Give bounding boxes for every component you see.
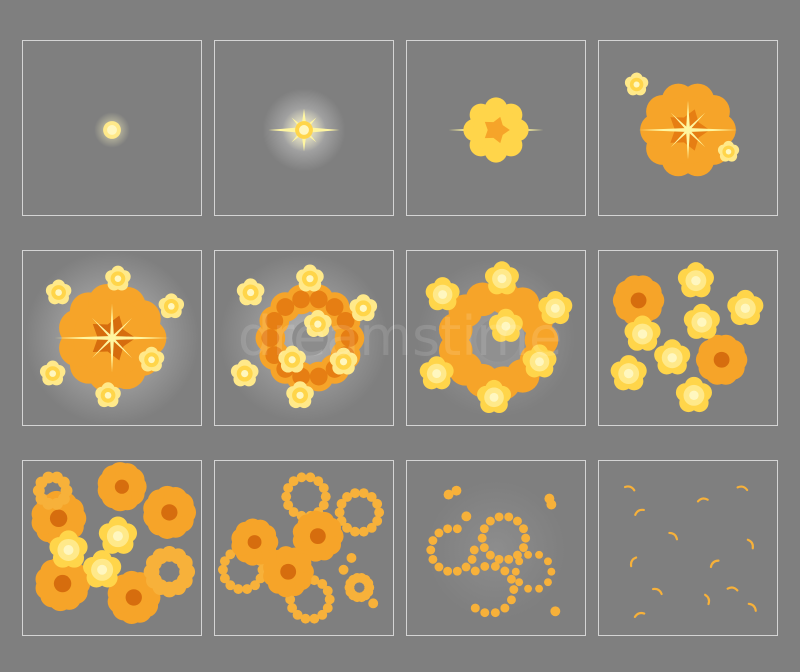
- cloud-puff: [230, 359, 259, 387]
- smoke-ring: [426, 524, 479, 576]
- cloud-puff: [624, 315, 661, 351]
- cloud-puff: [624, 72, 649, 96]
- frame-art-8: [610, 262, 764, 413]
- frame-art-4: [624, 72, 740, 177]
- cloud-puff: [488, 308, 523, 342]
- ember: [736, 485, 749, 492]
- frame-art-11: [426, 480, 566, 620]
- frame-art-12: [623, 485, 757, 619]
- smoke-ring: [511, 550, 556, 593]
- cloud-puff: [727, 289, 764, 326]
- ember: [726, 586, 739, 592]
- smoke-ring: [143, 485, 197, 539]
- cloud-puff: [675, 376, 712, 413]
- fireball: [463, 97, 529, 163]
- cloud-puff: [39, 360, 66, 386]
- smoke-ring: [231, 518, 279, 566]
- frame-6-ring-forming: [214, 250, 394, 426]
- frame-3-burst: [406, 40, 586, 216]
- cloud-puff: [286, 381, 314, 409]
- smoke-ring: [143, 546, 196, 598]
- frame-art-5: [25, 251, 199, 425]
- cloud-puff: [158, 293, 185, 319]
- ember: [668, 531, 679, 541]
- frame-11-thin-rings: [406, 460, 586, 636]
- ember: [704, 593, 711, 606]
- cloud-puff: [522, 344, 557, 378]
- ember: [629, 556, 638, 568]
- glow: [426, 480, 566, 620]
- cloud-puff: [477, 379, 511, 414]
- ember: [651, 587, 663, 596]
- ember: [623, 485, 636, 492]
- frame-2-flash: [214, 40, 394, 216]
- smoke-ring: [470, 561, 519, 618]
- cloud-puff: [278, 345, 306, 373]
- cloud-puff: [610, 355, 647, 391]
- frame-12-embers: [598, 460, 778, 636]
- frame-10-dissipating-rings: [214, 460, 394, 636]
- cloud-puff: [83, 550, 122, 588]
- cloud-puff: [236, 278, 265, 306]
- cloud-puff: [349, 294, 378, 322]
- frame-1-spark: [22, 40, 202, 216]
- cloud-puff: [654, 339, 691, 375]
- ember: [633, 611, 646, 619]
- cloud-puff: [683, 303, 720, 339]
- frame-5-expansion: [22, 250, 202, 426]
- cloud-puff: [95, 382, 121, 408]
- smoke-ring: [107, 570, 161, 624]
- frame-8-cloud-clusters: [598, 250, 778, 426]
- frame-art-9: [31, 462, 197, 624]
- cloud-puff: [538, 290, 573, 325]
- frame-7-ring-breaking: [406, 250, 586, 426]
- cloud-puff: [138, 346, 165, 372]
- frame-art-1: [94, 112, 130, 148]
- ember: [634, 508, 645, 516]
- smoke-ring: [477, 512, 531, 564]
- frame-art-3: [448, 97, 544, 163]
- ember: [746, 538, 754, 550]
- cloud-puff: [98, 516, 138, 554]
- cloud-puff: [304, 310, 332, 337]
- frame-art-7: [416, 258, 576, 418]
- smoke-ring: [292, 510, 344, 562]
- cloud-puff: [105, 265, 131, 291]
- ember: [747, 602, 757, 612]
- cloud-puff: [296, 264, 324, 292]
- ember: [696, 497, 709, 503]
- smoke-ring: [32, 471, 73, 510]
- frame-art-6: [219, 253, 389, 423]
- frame-art-2: [262, 88, 346, 172]
- cloud-puff: [425, 277, 460, 311]
- cloud-puff: [329, 347, 358, 375]
- frame-9-orange-rings: [22, 460, 202, 636]
- frame-art-10: [217, 472, 385, 624]
- cloud-puff: [45, 279, 72, 305]
- frame-4-fireball: [598, 40, 778, 216]
- smoke-ring: [344, 572, 375, 603]
- cloud-puff: [49, 530, 88, 568]
- cloud-puff: [484, 261, 519, 295]
- cloud-puff: [717, 140, 740, 162]
- smoke-ring: [334, 488, 385, 537]
- smoke-ring: [263, 546, 314, 598]
- ember: [709, 559, 720, 569]
- cloud-puff: [419, 356, 454, 390]
- cloud-puff: [677, 262, 714, 298]
